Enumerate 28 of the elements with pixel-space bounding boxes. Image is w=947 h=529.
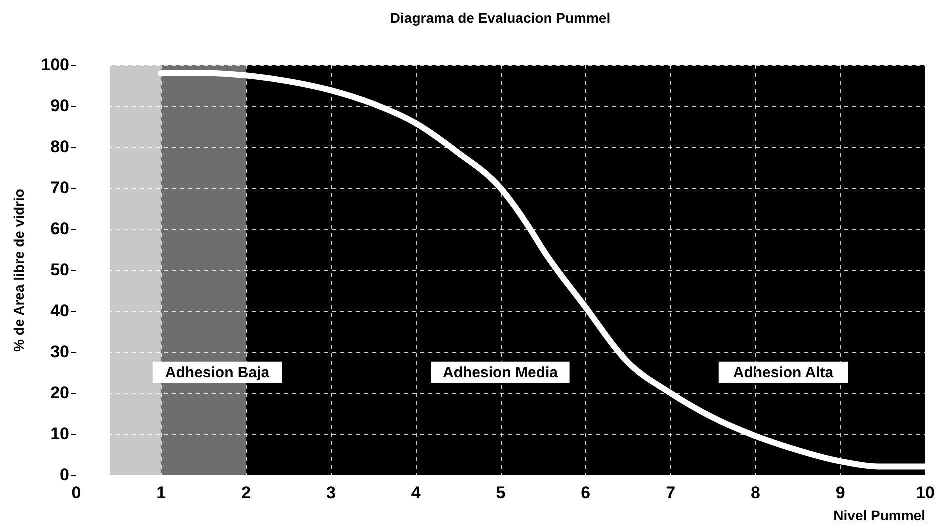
- y-tick-label: 10: [50, 424, 70, 444]
- y-axis-title: % de Area libre de vidrio: [11, 189, 28, 352]
- y-tick-label: 70: [50, 178, 70, 198]
- annotation: Adhesion Baja: [165, 364, 270, 382]
- x-tick-label: 5: [496, 484, 506, 502]
- y-tick-label: 90: [50, 96, 70, 116]
- x-tick-label: 4: [411, 484, 422, 502]
- y-tick-label: 50: [50, 260, 70, 280]
- x-tick-label: 8: [750, 484, 760, 502]
- y-tick-label: 40: [50, 302, 70, 320]
- x-tick-label: 9: [836, 484, 846, 502]
- x-tick-label: 7: [666, 484, 676, 502]
- y-tick-label: 0: [60, 466, 70, 484]
- x-tick-label: 1: [156, 484, 166, 502]
- annotation: Adhesion Alta: [733, 364, 834, 382]
- x-tick-label: 3: [326, 484, 336, 502]
- y-tick-label: 20: [50, 384, 70, 402]
- x-tick-label: 2: [242, 484, 252, 502]
- x-axis-title: Nivel Pummel: [834, 508, 926, 524]
- chart-title: Diagrama de Evaluacion Pummel: [390, 10, 611, 26]
- y-tick-label: 100: [41, 56, 70, 74]
- y-tick-label: 60: [50, 220, 70, 238]
- y-tick-label: 80: [50, 138, 70, 156]
- x-tick-label: 6: [581, 484, 591, 502]
- x-tick-label: 0: [72, 484, 82, 502]
- y-tick-label: 30: [50, 342, 70, 362]
- x-tick-label: 10: [916, 484, 935, 502]
- annotation: Adhesion Media: [442, 364, 559, 382]
